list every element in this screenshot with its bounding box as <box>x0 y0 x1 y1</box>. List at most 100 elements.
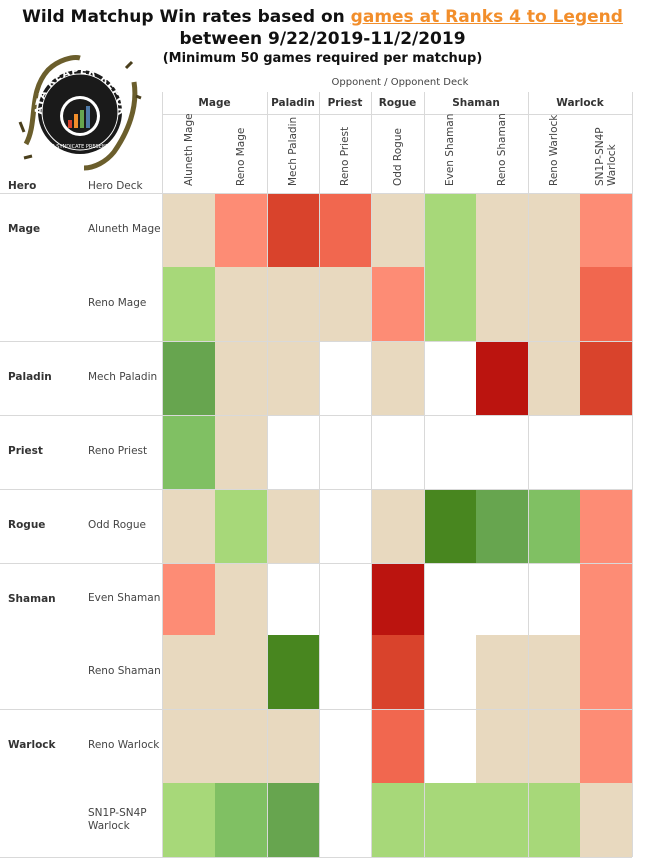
heatmap-cell[interactable] <box>424 489 476 563</box>
heatmap-cell[interactable] <box>215 489 267 563</box>
heatmap-cell[interactable] <box>162 267 215 341</box>
heatmap-cell[interactable] <box>215 267 267 341</box>
heatmap-cell[interactable] <box>476 489 528 563</box>
heatmap-cell[interactable] <box>319 489 371 563</box>
heatmap-cell[interactable] <box>267 415 319 489</box>
heatmap-cell[interactable] <box>580 193 632 267</box>
hero-deck-label: Reno Mage <box>88 297 147 309</box>
heatmap-cell[interactable] <box>528 267 580 341</box>
heatmap-cell[interactable] <box>371 635 424 709</box>
heatmap-cell[interactable] <box>580 489 632 563</box>
heatmap-cell[interactable] <box>319 709 371 783</box>
heatmap-cell[interactable] <box>476 563 528 635</box>
heatmap-cell[interactable] <box>371 415 424 489</box>
heatmap-cell[interactable] <box>371 267 424 341</box>
heatmap-cell[interactable] <box>215 635 267 709</box>
heatmap-cell[interactable] <box>580 267 632 341</box>
heatmap-cell[interactable] <box>424 341 476 415</box>
heatmap-cell[interactable] <box>371 341 424 415</box>
title-line-3: (Minimum 50 games required per matchup) <box>162 51 483 66</box>
heatmap-cell[interactable] <box>424 635 476 709</box>
heatmap-cell[interactable] <box>580 783 632 857</box>
header-divider <box>162 114 632 115</box>
opponent-class-label: Paladin <box>271 97 315 109</box>
heatmap-cell[interactable] <box>319 415 371 489</box>
opponent-deck-label: Even Shaman <box>444 113 456 186</box>
heatmap-cell[interactable] <box>267 193 319 267</box>
heatmap-cell[interactable] <box>162 563 215 635</box>
heatmap-cell[interactable] <box>267 267 319 341</box>
heatmap-cell[interactable] <box>424 709 476 783</box>
heatmap-cell[interactable] <box>424 415 476 489</box>
column-divider <box>423 92 425 857</box>
column-divider <box>266 92 268 857</box>
heatmap-cell[interactable] <box>424 193 476 267</box>
heatmap-cell[interactable] <box>162 193 215 267</box>
hero-class-label: Shaman <box>8 593 56 605</box>
heatmap-cell[interactable] <box>319 563 371 635</box>
heatmap-cell[interactable] <box>267 563 319 635</box>
heatmap-cell[interactable] <box>528 635 580 709</box>
heatmap-cell[interactable] <box>476 415 528 489</box>
heatmap-cell[interactable] <box>267 709 319 783</box>
heatmap-cell[interactable] <box>424 783 476 857</box>
heatmap-cell[interactable] <box>319 267 371 341</box>
opponent-deck-label: Reno Mage <box>235 127 247 186</box>
hero-deck-label: Even Shaman <box>88 592 161 604</box>
chart-title-block: Wild Matchup Win rates based on games at… <box>0 6 645 68</box>
heatmap-cell[interactable] <box>476 267 528 341</box>
heatmap-cell[interactable] <box>424 267 476 341</box>
hero-class-label: Rogue <box>8 519 46 531</box>
heatmap-cell[interactable] <box>476 783 528 857</box>
heatmap-cell[interactable] <box>580 341 632 415</box>
heatmap-cell[interactable] <box>528 783 580 857</box>
heatmap-cell[interactable] <box>319 193 371 267</box>
heatmap-cell[interactable] <box>162 635 215 709</box>
heatmap-cell[interactable] <box>371 193 424 267</box>
heatmap-cell[interactable] <box>528 709 580 783</box>
heatmap-cell[interactable] <box>162 783 215 857</box>
heatmap-cell[interactable] <box>319 635 371 709</box>
heatmap-cell[interactable] <box>215 783 267 857</box>
title-prefix: Wild Matchup Win rates based on <box>22 7 351 27</box>
heatmap-cell[interactable] <box>424 563 476 635</box>
heatmap-cell[interactable] <box>371 563 424 635</box>
heatmap-cell[interactable] <box>528 193 580 267</box>
heatmap-cell[interactable] <box>580 563 632 635</box>
heatmap-cell[interactable] <box>528 341 580 415</box>
heatmap-cell[interactable] <box>476 709 528 783</box>
heatmap-cell[interactable] <box>267 341 319 415</box>
column-divider <box>527 92 529 857</box>
heatmap-cell[interactable] <box>267 783 319 857</box>
opponent-deck-label: Mech Paladin <box>287 116 299 186</box>
heatmap-cell[interactable] <box>215 193 267 267</box>
heatmap-cell[interactable] <box>215 709 267 783</box>
heatmap-cell[interactable] <box>580 635 632 709</box>
heatmap-cell[interactable] <box>371 709 424 783</box>
heatmap-cell[interactable] <box>580 415 632 489</box>
heatmap-cell[interactable] <box>371 783 424 857</box>
heatmap-cell[interactable] <box>371 489 424 563</box>
heatmap-cell[interactable] <box>162 709 215 783</box>
ranks-link[interactable]: games at Ranks 4 to Legend <box>350 7 623 27</box>
logo-subtext: VS SYNDICATE PRESENTS <box>48 144 112 150</box>
heatmap-cell[interactable] <box>267 635 319 709</box>
opponent-deck-label: Reno Priest <box>339 126 351 186</box>
heatmap-cell[interactable] <box>267 489 319 563</box>
heatmap-cell[interactable] <box>580 709 632 783</box>
heatmap-cell[interactable] <box>528 563 580 635</box>
hero-class-label: Priest <box>8 445 43 457</box>
heatmap-cell[interactable] <box>319 341 371 415</box>
heatmap-cell[interactable] <box>162 341 215 415</box>
heatmap-cell[interactable] <box>215 341 267 415</box>
heatmap-cell[interactable] <box>476 193 528 267</box>
heatmap-cell[interactable] <box>476 341 528 415</box>
heatmap-cell[interactable] <box>162 415 215 489</box>
heatmap-cell[interactable] <box>215 563 267 635</box>
heatmap-cell[interactable] <box>215 415 267 489</box>
heatmap-cell[interactable] <box>162 489 215 563</box>
heatmap-cell[interactable] <box>528 489 580 563</box>
heatmap-cell[interactable] <box>476 635 528 709</box>
heatmap-cell[interactable] <box>319 783 371 857</box>
heatmap-cell[interactable] <box>528 415 580 489</box>
